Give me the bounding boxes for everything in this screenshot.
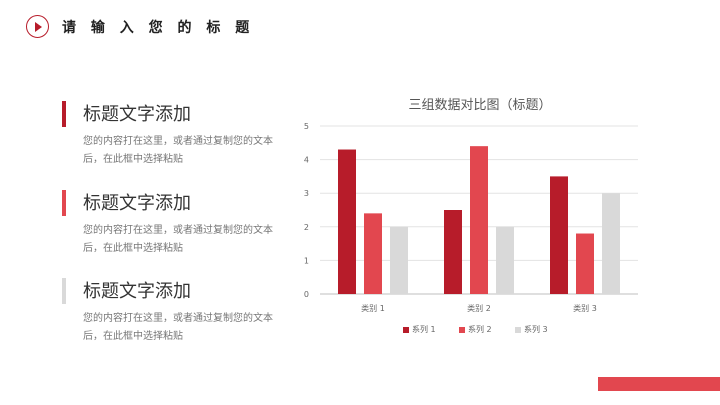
legend-swatch xyxy=(515,326,521,333)
chart-title: 三组数据对比图（标题） xyxy=(408,98,552,113)
legend-item-2: 系列 2 xyxy=(459,324,492,335)
bar-3-1 xyxy=(390,226,408,294)
accent-bar xyxy=(62,190,66,216)
bar-1-2 xyxy=(444,210,462,294)
bar-2-1 xyxy=(364,213,382,294)
legend-swatch xyxy=(459,326,465,333)
x-tick-label: 类别 3 xyxy=(573,303,597,313)
y-tick-label: 2 xyxy=(304,223,309,232)
item-body: 您的内容打在这里，或者通过复制您的文本后，在此框中选择粘贴 xyxy=(83,313,273,342)
item-heading: 标题文字添加 xyxy=(83,281,191,302)
y-tick-label: 0 xyxy=(304,290,309,299)
accent-bar xyxy=(62,101,66,127)
bar-1-3 xyxy=(550,176,568,294)
legend-item-1: 系列 1 xyxy=(403,324,436,335)
item-heading: 标题文字添加 xyxy=(83,104,191,125)
accent-bar xyxy=(62,278,66,304)
y-tick-label: 5 xyxy=(304,122,309,131)
bar-3-2 xyxy=(496,226,514,294)
bar-3-3 xyxy=(602,193,620,294)
item-body: 您的内容打在这里，或者通过复制您的文本后，在此框中选择粘贴 xyxy=(83,136,273,165)
legend-label: 系列 2 xyxy=(468,325,492,334)
x-tick-label: 类别 2 xyxy=(467,303,491,313)
bar-1-1 xyxy=(338,149,356,294)
item-heading: 标题文字添加 xyxy=(83,193,191,214)
y-tick-label: 1 xyxy=(304,256,309,265)
bar-2-3 xyxy=(576,233,594,294)
y-tick-label: 3 xyxy=(304,189,309,198)
legend-label: 系列 1 xyxy=(412,325,436,334)
x-tick-label: 类别 1 xyxy=(361,303,385,313)
legend-label: 系列 3 xyxy=(524,325,548,334)
decorative-bar xyxy=(598,377,720,391)
page-title: 请 输 入 您 的 标 题 xyxy=(62,20,255,36)
play-circle-icon xyxy=(26,15,49,38)
bar-2-2 xyxy=(470,146,488,294)
y-tick-label: 4 xyxy=(304,156,309,165)
item-body: 您的内容打在这里，或者通过复制您的文本后，在此框中选择粘贴 xyxy=(83,225,273,254)
legend-item-3: 系列 3 xyxy=(515,324,548,335)
legend-swatch xyxy=(403,326,409,333)
